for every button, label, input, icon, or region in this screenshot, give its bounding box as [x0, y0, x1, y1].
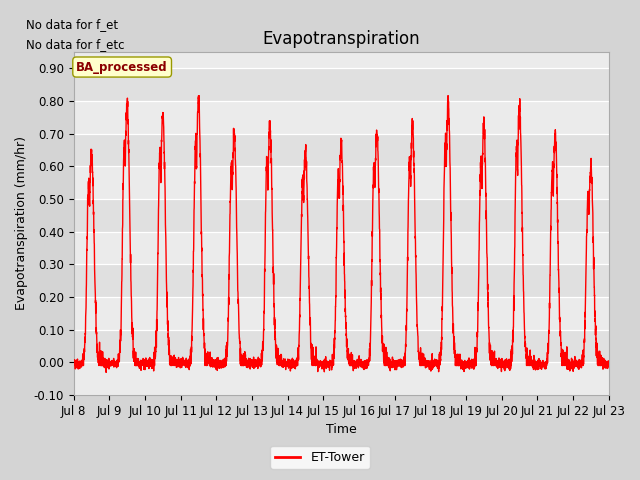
Bar — [74, 68, 609, 101]
Bar — [74, 330, 609, 362]
Text: No data for f_et: No data for f_et — [26, 18, 118, 31]
Text: No data for f_etc: No data for f_etc — [26, 38, 124, 51]
Bar — [74, 297, 609, 330]
Text: BA_processed: BA_processed — [76, 60, 168, 73]
Bar — [74, 101, 609, 133]
Y-axis label: Evapotranspiration (mm/hr): Evapotranspiration (mm/hr) — [15, 136, 28, 311]
X-axis label: Time: Time — [326, 423, 356, 436]
Bar — [74, 133, 609, 166]
Bar — [74, 362, 609, 395]
Legend: ET-Tower: ET-Tower — [270, 446, 370, 469]
Title: Evapotranspiration: Evapotranspiration — [262, 30, 420, 48]
Bar — [74, 166, 609, 199]
Bar — [74, 264, 609, 297]
Bar — [74, 232, 609, 264]
Bar — [74, 199, 609, 232]
